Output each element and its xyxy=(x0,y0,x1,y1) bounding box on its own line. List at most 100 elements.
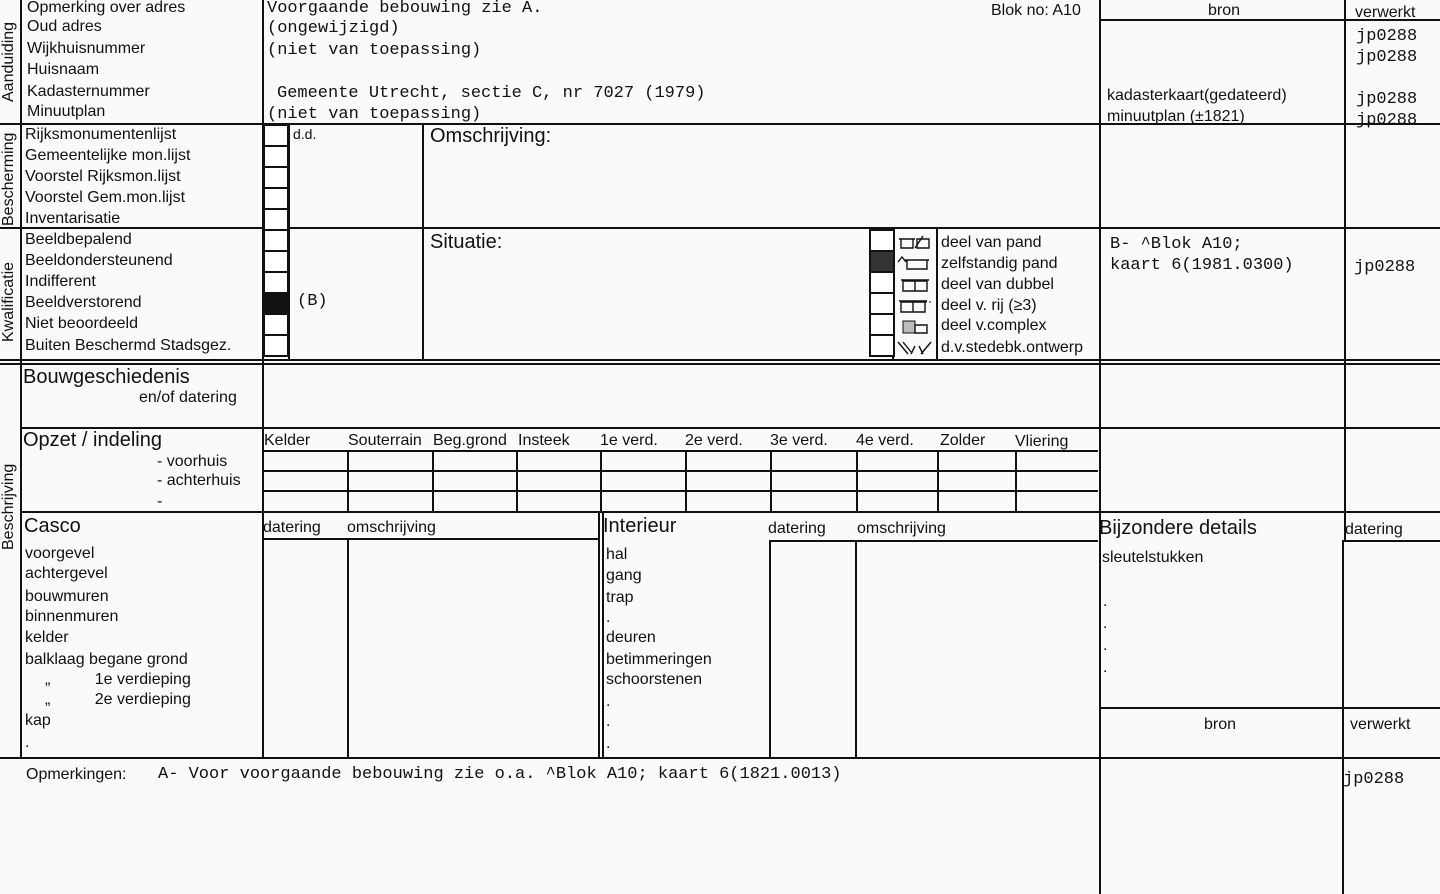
bijzondere-verwerkt: verwerkt xyxy=(1350,716,1411,733)
casco-item: kelder xyxy=(25,629,69,646)
opzet-column: 1e verd. xyxy=(600,432,658,449)
row-house-icon xyxy=(899,300,931,313)
casco-item: binnenmuren xyxy=(25,608,119,625)
opzet-column: Souterrain xyxy=(348,432,422,449)
situatie-checkbox-checked[interactable] xyxy=(869,250,895,273)
opzet-row: - voorhuis xyxy=(157,453,228,470)
verwerkt-value: jp0288 xyxy=(1356,111,1418,130)
bijzondere-item: . xyxy=(1103,593,1108,610)
bijzondere-title: Bijzondere details xyxy=(1099,517,1257,539)
bijzondere-item: sleutelstukken xyxy=(1102,549,1204,566)
value[interactable]: Voorgaande bebouwing zie A. xyxy=(267,0,543,18)
bijzondere-datering: datering xyxy=(1345,521,1403,538)
label: Voorstel Rijksmon.lijst xyxy=(25,168,181,185)
bouwgeschiedenis-sub: en/of datering xyxy=(139,389,237,406)
verwerkt-value: jp0288 xyxy=(1356,90,1418,109)
casco-item: voorgevel xyxy=(25,545,95,562)
bron-value: kaart 6(1981.0300) xyxy=(1110,256,1294,275)
checkbox[interactable] xyxy=(263,124,289,147)
bouwgeschiedenis-title: Bouwgeschiedenis xyxy=(23,366,190,388)
section-bescherming: Bescherming xyxy=(0,132,17,226)
verwerkt-value: jp0288 xyxy=(1356,27,1418,46)
situatie-checkbox[interactable] xyxy=(869,313,895,336)
omschrijving-label: Omschrijving: xyxy=(430,125,552,147)
label: Inventarisatie xyxy=(25,210,121,227)
urban-design-icon xyxy=(897,341,932,355)
bijzondere-item: . xyxy=(1103,659,1108,676)
blok-number: Blok no: A10 xyxy=(991,2,1081,19)
situatie-label: Situatie: xyxy=(430,231,503,253)
casco-item: achtergevel xyxy=(25,565,108,582)
interieur-item: trap xyxy=(606,589,634,606)
casco-item: „ 2e verdieping xyxy=(45,691,191,708)
value[interactable]: (ongewijzigd) xyxy=(267,19,400,38)
dd-label: d.d. xyxy=(293,126,317,142)
opzet-column: 3e verd. xyxy=(770,432,828,449)
interieur-item: gang xyxy=(606,567,642,584)
opmerkingen-verwerkt: jp0288 xyxy=(1343,770,1405,789)
casco-title: Casco xyxy=(24,515,81,537)
interieur-item: deuren xyxy=(606,629,656,646)
label: Buiten Beschermd Stadsgez. xyxy=(25,337,232,354)
casco-datering: datering xyxy=(263,519,321,536)
quality-mark: (B) xyxy=(297,292,328,311)
label: Gemeentelijke mon.lijst xyxy=(25,147,191,164)
label: Opmerking over adres xyxy=(27,0,186,16)
checkbox[interactable] xyxy=(263,229,289,252)
situatie-checkbox[interactable] xyxy=(869,229,895,252)
situatie-checkbox[interactable] xyxy=(869,334,895,357)
label: Huisnaam xyxy=(27,61,100,78)
label: Rijksmonumentenlijst xyxy=(25,126,177,143)
complex-icon xyxy=(902,320,928,334)
opzet-column: Vliering xyxy=(1015,433,1069,450)
situatie-option: zelfstandig pand xyxy=(941,255,1058,272)
situatie-option: deel v. rij (≥3) xyxy=(941,297,1037,314)
checkbox[interactable] xyxy=(263,313,289,336)
opzet-row: - xyxy=(157,493,163,510)
value[interactable]: (niet van toepassing) xyxy=(267,41,482,60)
situatie-checkbox[interactable] xyxy=(869,292,895,315)
opmerkingen-label: Opmerkingen: xyxy=(26,766,127,783)
situatie-option: deel van dubbel xyxy=(941,276,1054,293)
checkbox[interactable] xyxy=(263,334,289,357)
checkbox[interactable] xyxy=(263,271,289,294)
interieur-item: . xyxy=(606,713,611,730)
interieur-item: hal xyxy=(606,546,628,563)
checkbox[interactable] xyxy=(263,208,289,231)
opzet-column: 4e verd. xyxy=(856,432,914,449)
casco-item: balklaag begane grond xyxy=(25,651,188,668)
label: Beeldverstorend xyxy=(25,294,142,311)
opzet-column: Zolder xyxy=(940,432,986,449)
detached-house-icon xyxy=(897,255,929,270)
checkbox[interactable] xyxy=(263,187,289,210)
opmerkingen-text[interactable]: A- Voor voorgaande bebouwing zie o.a. ^B… xyxy=(158,765,842,784)
label: Wijkhuisnummer xyxy=(27,40,146,57)
casco-item: kap xyxy=(25,712,51,729)
value[interactable]: (niet van toepassing) xyxy=(267,105,482,124)
checkbox[interactable] xyxy=(263,145,289,168)
bijzondere-bron: bron xyxy=(1204,716,1237,733)
checkbox-checked[interactable] xyxy=(263,292,289,315)
interieur-item: . xyxy=(606,693,611,710)
interieur-item: . xyxy=(606,609,611,626)
checkbox[interactable] xyxy=(263,250,289,273)
situatie-checkbox[interactable] xyxy=(869,271,895,294)
opzet-column: 2e verd. xyxy=(685,432,743,449)
value[interactable]: Gemeente Utrecht, sectie C, nr 7027 (197… xyxy=(277,84,706,103)
bijzondere-item: . xyxy=(1103,615,1108,632)
interieur-item: . xyxy=(606,735,611,752)
label: Kadasternummer xyxy=(27,83,150,100)
situatie-option: deel van pand xyxy=(941,234,1042,251)
opzet-column: Insteek xyxy=(518,432,570,449)
opzet-column: Kelder xyxy=(264,432,311,449)
bron-header: bron xyxy=(1208,2,1241,19)
casco-omschrijving: omschrijving xyxy=(347,519,436,536)
label: Indifferent xyxy=(25,273,96,290)
opzet-row: - achterhuis xyxy=(157,472,241,489)
label: Minuutplan xyxy=(27,103,106,120)
label: Niet beoordeeld xyxy=(25,315,138,332)
checkbox[interactable] xyxy=(263,166,289,189)
opzet-title: Opzet / indeling xyxy=(23,429,162,451)
verwerkt-header: verwerkt xyxy=(1355,4,1416,21)
